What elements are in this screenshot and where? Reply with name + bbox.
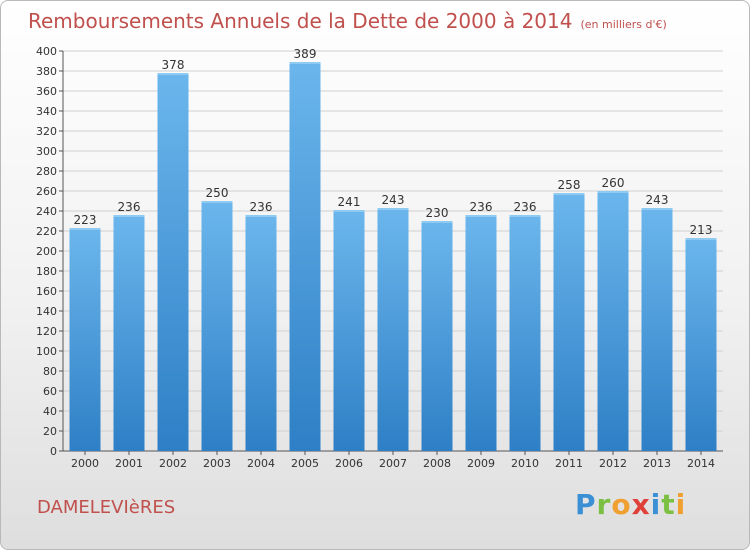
y-tick-label: 0	[50, 445, 57, 458]
bar-value-label: 213	[690, 223, 713, 237]
bar-highlight	[113, 215, 145, 217]
y-tick-label: 80	[43, 365, 57, 378]
y-tick-label: 220	[36, 225, 57, 238]
bar	[465, 215, 497, 451]
bar-highlight	[553, 193, 585, 195]
bar	[641, 208, 673, 451]
x-tick-label: 2012	[599, 457, 627, 470]
logo-letter: r	[596, 488, 612, 521]
x-tick-label: 2002	[159, 457, 187, 470]
y-tick-label: 60	[43, 385, 57, 398]
x-tick-label: 2006	[335, 457, 363, 470]
labels: 223 2000 236 2001 378 2002 250 2003 236 2004 389 20…	[71, 47, 715, 470]
bar-value-label: 223	[74, 213, 97, 227]
chart-unit: (en milliers d'€)	[580, 18, 667, 31]
bar-highlight	[201, 201, 233, 203]
x-tick-label: 2008	[423, 457, 451, 470]
bar-highlight	[685, 238, 717, 240]
bar	[201, 201, 233, 451]
bar	[421, 221, 453, 451]
y-tick-label: 280	[36, 165, 57, 178]
bar-highlight	[421, 221, 453, 223]
y-tick-label: 360	[36, 85, 57, 98]
bar	[289, 62, 321, 451]
bar-highlight	[641, 208, 673, 210]
x-tick-label: 2014	[687, 457, 715, 470]
bar	[69, 228, 101, 451]
bar-value-label: 230	[426, 206, 449, 220]
bar-value-label: 243	[646, 193, 669, 207]
logo-letter: P	[575, 488, 597, 521]
proxiti-logo: Proxiti	[575, 488, 686, 521]
bar	[245, 215, 277, 451]
y-tick-label: 100	[36, 345, 57, 358]
y-tick-label: 200	[36, 245, 57, 258]
y-tick-label: 300	[36, 145, 57, 158]
bar-highlight	[245, 215, 277, 217]
x-tick-label: 2001	[115, 457, 143, 470]
bar-value-label: 260	[602, 176, 625, 190]
bar	[377, 208, 409, 451]
bar-value-label: 236	[514, 200, 537, 214]
bar	[553, 193, 585, 451]
y-tick-label: 120	[36, 325, 57, 338]
bar	[509, 215, 541, 451]
bar-highlight	[465, 215, 497, 217]
x-tick-label: 2009	[467, 457, 495, 470]
bar	[597, 191, 629, 451]
y-tick-label: 140	[36, 305, 57, 318]
bar-highlight	[597, 191, 629, 193]
logo-letter: i	[675, 488, 687, 521]
bars	[69, 62, 717, 451]
y-tick-label: 380	[36, 65, 57, 78]
y-tick-label: 40	[43, 405, 57, 418]
bar	[333, 210, 365, 451]
bar-highlight	[289, 62, 321, 64]
bar-highlight	[157, 73, 189, 75]
x-tick-label: 2000	[71, 457, 99, 470]
bar-highlight	[333, 210, 365, 212]
bar-value-label: 241	[338, 195, 361, 209]
bar-value-label: 236	[118, 200, 141, 214]
y-tick-label: 260	[36, 185, 57, 198]
bar-highlight	[377, 208, 409, 210]
logo-letter: t	[661, 488, 676, 521]
logo-letter: i	[650, 488, 662, 521]
bar-value-label: 378	[162, 58, 185, 72]
x-tick-label: 2005	[291, 457, 319, 470]
chart-title: Remboursements Annuels de la Dette de 20…	[28, 9, 667, 33]
y-tick-label: 160	[36, 285, 57, 298]
bar-value-label: 243	[382, 193, 405, 207]
y-tick-label: 240	[36, 205, 57, 218]
chart-title-text: Remboursements Annuels de la Dette de 20…	[28, 9, 573, 33]
x-tick-label: 2007	[379, 457, 407, 470]
bar-value-label: 236	[250, 200, 273, 214]
bar-highlight	[509, 215, 541, 217]
x-tick-label: 2013	[643, 457, 671, 470]
x-tick-label: 2010	[511, 457, 539, 470]
bar	[157, 73, 189, 451]
x-tick-label: 2004	[247, 457, 275, 470]
y-tick-label: 180	[36, 265, 57, 278]
x-tick-label: 2011	[555, 457, 583, 470]
x-tick-label: 2003	[203, 457, 231, 470]
logo-letter: x	[631, 488, 651, 521]
bar-value-label: 250	[206, 186, 229, 200]
commune-name: DAMELEVIèRES	[37, 497, 176, 518]
bar	[685, 238, 717, 451]
bar-value-label: 389	[294, 47, 317, 61]
bar-value-label: 236	[470, 200, 493, 214]
bar	[113, 215, 145, 451]
y-tick-label: 320	[36, 125, 57, 138]
bar-value-label: 258	[558, 178, 581, 192]
y-tick-label: 400	[36, 45, 57, 58]
bar-highlight	[69, 228, 101, 230]
logo-letter: o	[611, 488, 632, 521]
y-tick-label: 20	[43, 425, 57, 438]
y-tick-label: 340	[36, 105, 57, 118]
